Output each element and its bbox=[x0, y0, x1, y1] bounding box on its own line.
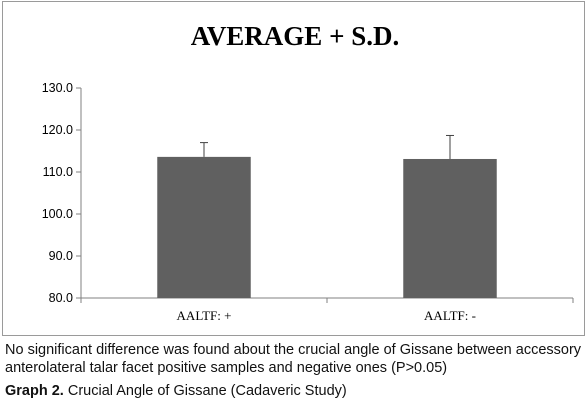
bar bbox=[157, 156, 251, 298]
graph-title: Crucial Angle of Gissane (Cadaveric Stud… bbox=[67, 383, 347, 399]
chart-frame: AVERAGE + S.D. 80.0 90.0 100.0 110.0 120.0 13… bbox=[2, 1, 585, 336]
bar bbox=[403, 158, 497, 298]
y-tick-label: 100.0 bbox=[42, 207, 73, 221]
y-tick-label: 130.0 bbox=[42, 81, 73, 95]
y-tick-label: 90.0 bbox=[49, 249, 73, 263]
bars-group bbox=[157, 134, 497, 298]
labels-group: 80.0 90.0 100.0 110.0 120.0 130.0 AALTF: + AALT… bbox=[42, 81, 476, 323]
y-tick-label: 80.0 bbox=[49, 291, 73, 305]
y-tick-label: 110.0 bbox=[43, 165, 73, 179]
figure-caption: No significant difference was found abou… bbox=[5, 341, 585, 400]
x-category-label: AALTF: + bbox=[177, 308, 232, 323]
y-tick-label: 120.0 bbox=[42, 123, 73, 137]
bar-chart: AVERAGE + S.D. 80.0 90.0 100.0 110.0 120.0 13… bbox=[42, 21, 574, 323]
chart-axes bbox=[76, 87, 574, 303]
chart-title: AVERAGE + S.D. bbox=[191, 21, 399, 51]
graph-number: Graph 2. bbox=[5, 383, 64, 399]
caption-text: No significant difference was found abou… bbox=[5, 342, 582, 376]
graph-label: Graph 2. Crucial Angle of Gissane (Cadav… bbox=[5, 382, 585, 400]
x-category-label: AALTF: - bbox=[424, 308, 476, 323]
